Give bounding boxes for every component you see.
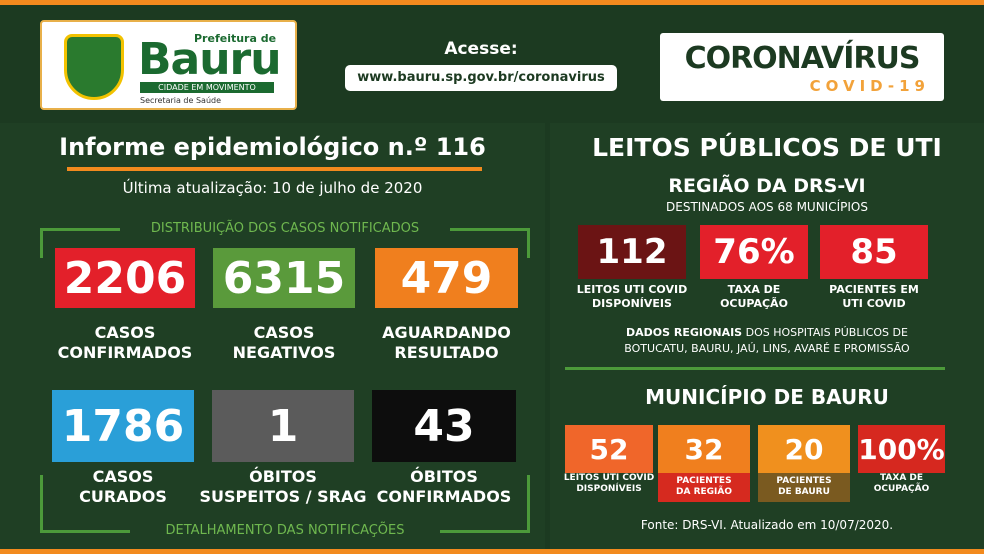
uti-title: LEITOS PÚBLICOS DE UTI	[592, 133, 942, 162]
label-line: RESULTADO	[394, 343, 499, 362]
left-panel	[0, 123, 545, 549]
uti-card: 112	[578, 225, 686, 279]
label-line: DA REGIÃO	[676, 487, 732, 498]
card-label: LEITOS UTI COVID DISPONÍVEIS	[563, 283, 701, 311]
report-updated: Última atualização: 10 de julho de 2020	[122, 179, 423, 197]
coat-of-arms	[64, 34, 124, 100]
card-label: PACIENTES DA REGIÃO	[658, 473, 750, 502]
label-line: ÓBITOS	[410, 467, 478, 486]
case-card: 1	[212, 390, 354, 462]
case-card: 2206	[55, 248, 195, 308]
uti-region: REGIÃO DA DRS-VI	[668, 175, 866, 197]
label-line: CONFIRMADOS	[376, 487, 512, 506]
separator	[565, 367, 945, 370]
label-line: CASOS	[92, 467, 154, 486]
access-label: Acesse:	[444, 39, 518, 59]
label-line: OCUPAÇÃO	[873, 484, 930, 495]
logo-slogan: CIDADE EM MOVIMENTO	[140, 82, 274, 93]
card-label: ÓBITOS CONFIRMADOS	[352, 467, 536, 507]
report-title: Informe epidemiológico n.º 116	[59, 133, 486, 161]
case-card: 1786	[52, 390, 194, 462]
label-line: CURADOS	[79, 487, 167, 506]
label-line: ÓBITOS	[249, 467, 317, 486]
label-line: DISPONÍVEIS	[576, 484, 642, 495]
label-line: CASOS	[94, 323, 156, 342]
label-line: PACIENTES	[676, 476, 732, 486]
label-line: DE BAURU	[778, 487, 830, 498]
label-line: LEITOS UTI COVID	[576, 283, 688, 296]
covid-badge: CORONAVÍRUS COVID-19	[660, 33, 944, 101]
municipio-source: Fonte: DRS-VI. Atualizado em 10/07/2020.	[640, 518, 894, 532]
uti-card: 85	[820, 225, 928, 279]
logo-dept: Secretaria de Saúde	[140, 96, 222, 105]
municipio-card: 32	[658, 425, 750, 473]
uti-card: 76%	[700, 225, 808, 279]
bottom-label: DETALHAMENTO DAS NOTIFICAÇÕES	[130, 523, 440, 538]
label-line: DISPONÍVEIS	[592, 296, 672, 310]
label-line: OCUPAÇÃO	[720, 296, 788, 310]
municipio-card: 100%	[858, 425, 945, 473]
label-line: LEITOS UTI COVID	[563, 473, 655, 483]
badge-title: CORONAVÍRUS	[684, 41, 921, 76]
label-line: SUSPEITOS / SRAG	[199, 487, 367, 506]
logo-box: Prefeitura de Bauru CIDADE EM MOVIMENTO …	[40, 20, 297, 110]
logo-prefeitura: Prefeitura de	[194, 32, 277, 45]
label-line: NEGATIVOS	[232, 343, 336, 362]
label-line: PACIENTES EM	[829, 283, 919, 296]
case-card: 43	[372, 390, 516, 462]
card-label: TAXA DE OCUPAÇÃO	[685, 283, 823, 311]
note-text: DOS HOSPITAIS PÚBLICOS DE	[745, 326, 908, 339]
card-label: CASOS CONFIRMADOS	[35, 323, 215, 363]
card-label: LEITOS UTI COVID DISPONÍVEIS	[555, 473, 663, 496]
title-underline	[67, 167, 482, 171]
label-line: TAXA DE	[727, 283, 781, 296]
case-card: 6315	[213, 248, 355, 308]
card-label: TAXA DE OCUPAÇÃO	[848, 473, 955, 496]
label-line: TAXA DE	[879, 473, 924, 483]
municipio-card: 52	[565, 425, 653, 473]
label-line: AGUARDANDO	[382, 323, 511, 342]
case-card: 479	[375, 248, 518, 308]
uti-subtitle: DESTINADOS AOS 68 MUNICÍPIOS	[666, 200, 868, 214]
access-url[interactable]: www.bauru.sp.gov.br/coronavirus	[345, 65, 617, 91]
municipio-card: 20	[758, 425, 850, 473]
note-bold: DADOS REGIONAIS	[626, 326, 743, 339]
badge-subtitle: COVID-19	[809, 77, 930, 95]
card-label: PACIENTES DE BAURU	[758, 473, 850, 502]
label-line: CASOS	[253, 323, 315, 342]
municipio-title: MUNICÍPIO DE BAURU	[645, 385, 889, 409]
card-label: CASOS CURADOS	[32, 467, 214, 507]
card-label: AGUARDANDO RESULTADO	[355, 323, 538, 363]
label-line: CONFIRMADOS	[57, 343, 193, 362]
label-line: UTI COVID	[842, 296, 906, 310]
logo-city: Bauru	[138, 34, 282, 85]
top-label: DISTRIBUIÇÃO DOS CASOS NOTIFICADOS	[120, 221, 450, 236]
label-line: PACIENTES	[776, 476, 832, 486]
card-label: PACIENTES EM UTI COVID	[805, 283, 943, 311]
uti-note: DADOS REGIONAIS DOS HOSPITAIS PÚBLICOS D…	[550, 325, 984, 357]
note-text-2: BOTUCATU, BAURU, JAÚ, LINS, AVARÉ E PROM…	[624, 341, 910, 355]
card-label: ÓBITOS SUSPEITOS / SRAG	[192, 467, 374, 507]
card-label: CASOS NEGATIVOS	[193, 323, 375, 363]
